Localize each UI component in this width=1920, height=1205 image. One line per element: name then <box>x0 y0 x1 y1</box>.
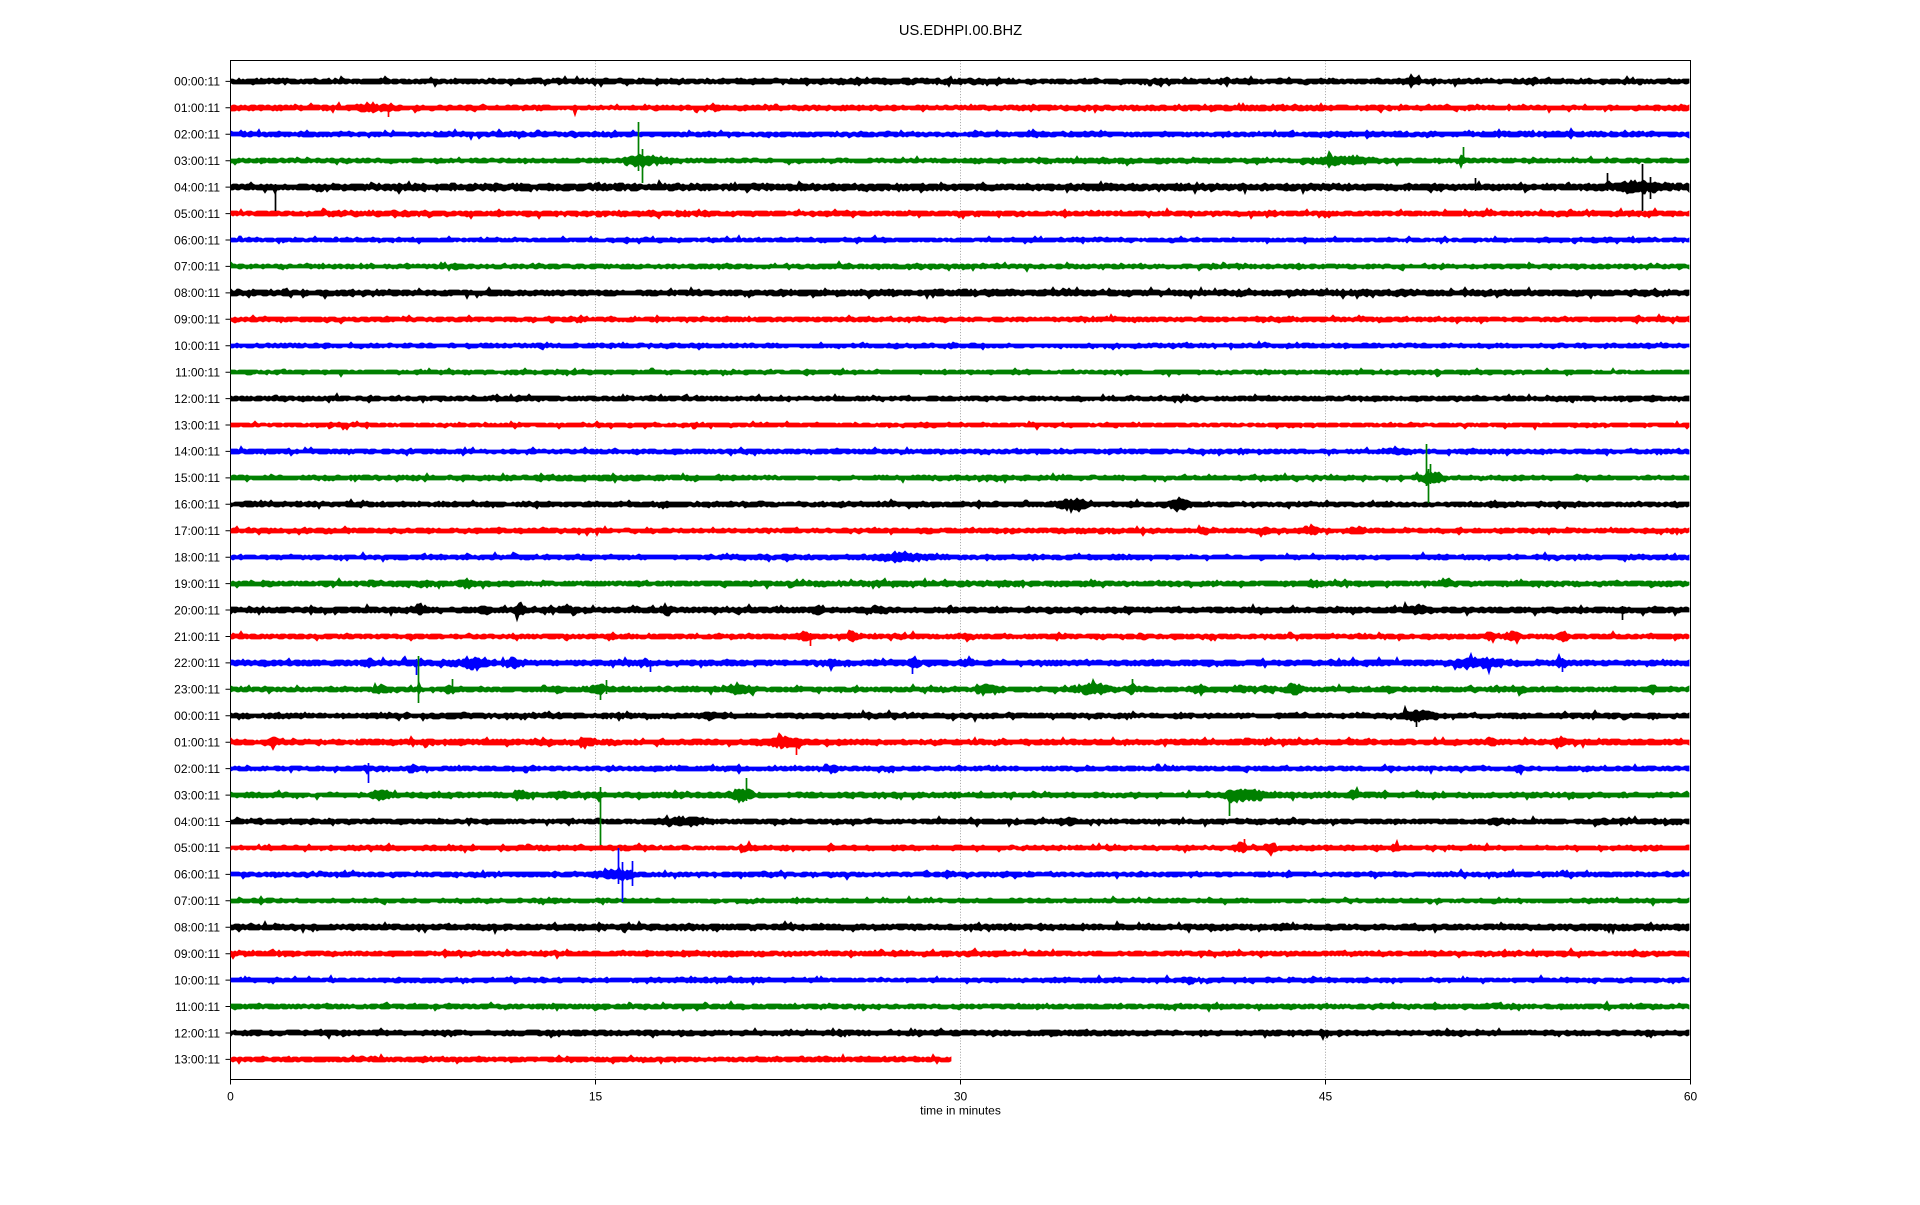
svg-text:03:00:11: 03:00:11 <box>174 788 220 802</box>
svg-text:20:00:11: 20:00:11 <box>174 603 220 617</box>
svg-text:02:00:11: 02:00:11 <box>174 128 220 142</box>
svg-text:01:00:11: 01:00:11 <box>174 736 220 750</box>
svg-text:09:00:11: 09:00:11 <box>174 947 220 961</box>
svg-text:19:00:11: 19:00:11 <box>174 577 220 591</box>
svg-text:02:00:11: 02:00:11 <box>174 762 220 776</box>
svg-text:00:00:11: 00:00:11 <box>174 75 220 89</box>
svg-text:15:00:11: 15:00:11 <box>174 471 220 485</box>
svg-text:06:00:11: 06:00:11 <box>174 233 220 247</box>
svg-text:12:00:11: 12:00:11 <box>174 392 220 406</box>
svg-text:45: 45 <box>1319 1089 1333 1103</box>
svg-text:08:00:11: 08:00:11 <box>174 286 220 300</box>
svg-text:22:00:11: 22:00:11 <box>174 656 220 670</box>
svg-text:07:00:11: 07:00:11 <box>174 260 220 274</box>
svg-text:16:00:11: 16:00:11 <box>174 498 220 512</box>
svg-text:04:00:11: 04:00:11 <box>174 815 220 829</box>
svg-text:04:00:11: 04:00:11 <box>174 180 220 194</box>
svg-text:00:00:11: 00:00:11 <box>174 709 220 723</box>
svg-text:05:00:11: 05:00:11 <box>174 841 220 855</box>
svg-text:13:00:11: 13:00:11 <box>174 1053 220 1067</box>
svg-text:18:00:11: 18:00:11 <box>174 551 220 565</box>
svg-text:14:00:11: 14:00:11 <box>174 445 220 459</box>
svg-text:11:00:11: 11:00:11 <box>175 1000 220 1014</box>
svg-text:23:00:11: 23:00:11 <box>174 683 220 697</box>
svg-text:60: 60 <box>1684 1089 1698 1103</box>
svg-text:05:00:11: 05:00:11 <box>174 207 220 221</box>
svg-text:03:00:11: 03:00:11 <box>174 154 220 168</box>
svg-text:15: 15 <box>589 1089 603 1103</box>
svg-text:0: 0 <box>227 1089 234 1103</box>
svg-text:09:00:11: 09:00:11 <box>174 313 220 327</box>
svg-text:10:00:11: 10:00:11 <box>174 973 220 987</box>
svg-text:10:00:11: 10:00:11 <box>174 339 220 353</box>
svg-text:08:00:11: 08:00:11 <box>174 921 220 935</box>
svg-text:06:00:11: 06:00:11 <box>174 868 220 882</box>
svg-text:21:00:11: 21:00:11 <box>174 630 220 644</box>
svg-text:01:00:11: 01:00:11 <box>174 101 220 115</box>
svg-text:17:00:11: 17:00:11 <box>174 524 220 538</box>
svg-text:time in minutes: time in minutes <box>920 1104 1001 1118</box>
svg-text:12:00:11: 12:00:11 <box>174 1026 220 1040</box>
svg-text:US.EDHPI.00.BHZ: US.EDHPI.00.BHZ <box>899 23 1022 39</box>
svg-text:13:00:11: 13:00:11 <box>174 418 220 432</box>
svg-text:30: 30 <box>954 1089 968 1103</box>
svg-text:07:00:11: 07:00:11 <box>174 894 220 908</box>
svg-text:11:00:11: 11:00:11 <box>175 366 220 380</box>
